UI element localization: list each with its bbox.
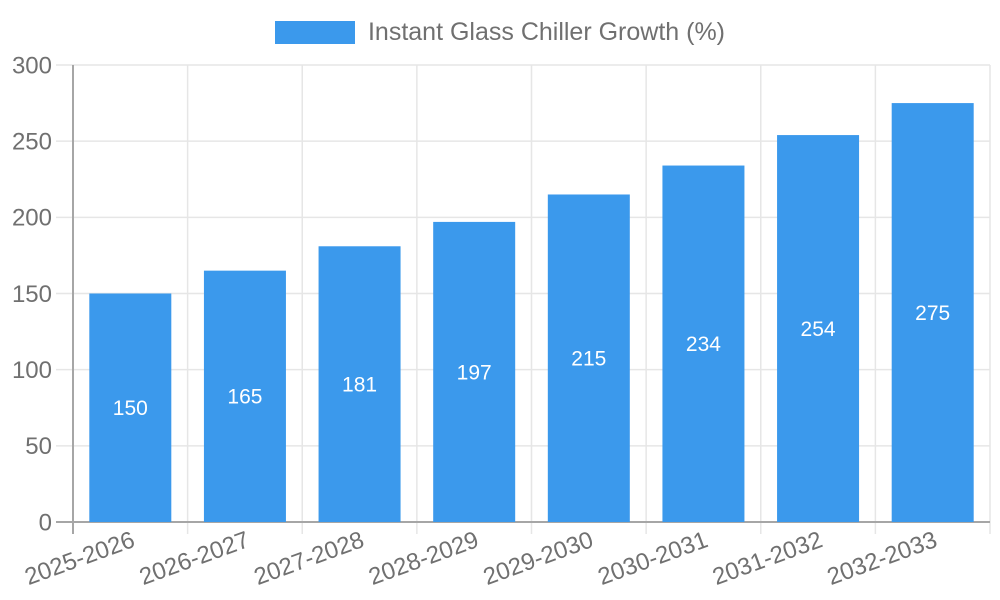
bar	[547, 194, 630, 522]
x-tick-label: 2028-2029	[365, 526, 482, 591]
bar	[433, 221, 516, 523]
bar-value-label: 165	[227, 386, 262, 409]
x-tick-label: 2030-2031	[594, 526, 711, 591]
y-tick-label: 100	[12, 357, 52, 384]
bar-value-label: 215	[571, 348, 606, 371]
bar	[777, 135, 860, 522]
bar	[891, 103, 974, 522]
bar-value-label: 150	[113, 397, 148, 420]
y-tick-label: 0	[39, 509, 52, 536]
x-tick-label: 2029-2030	[480, 526, 597, 591]
bar	[89, 293, 172, 522]
y-tick-label: 50	[25, 433, 52, 460]
bar-value-label: 197	[457, 361, 492, 384]
y-tick-label: 250	[12, 129, 52, 156]
x-tick-label: 2031-2032	[709, 526, 826, 591]
legend-label: Instant Glass Chiller Growth (%)	[367, 18, 726, 46]
bar	[318, 246, 401, 522]
y-tick-label: 150	[12, 281, 52, 308]
legend-swatch-icon	[274, 21, 355, 44]
bar	[662, 165, 745, 523]
x-tick-label: 2032-2033	[824, 526, 941, 591]
y-tick-label: 300	[12, 52, 52, 79]
y-tick-label: 200	[12, 205, 52, 232]
bar	[203, 270, 286, 522]
bar-value-label: 234	[686, 333, 721, 356]
x-tick-label: 2026-2027	[136, 526, 253, 591]
bar-value-label: 275	[915, 302, 950, 325]
bar-value-label: 254	[801, 318, 836, 341]
legend: Instant Glass Chiller Growth (%)	[0, 18, 1000, 47]
bar-value-label: 181	[342, 373, 377, 396]
x-tick-label: 2027-2028	[251, 526, 368, 591]
